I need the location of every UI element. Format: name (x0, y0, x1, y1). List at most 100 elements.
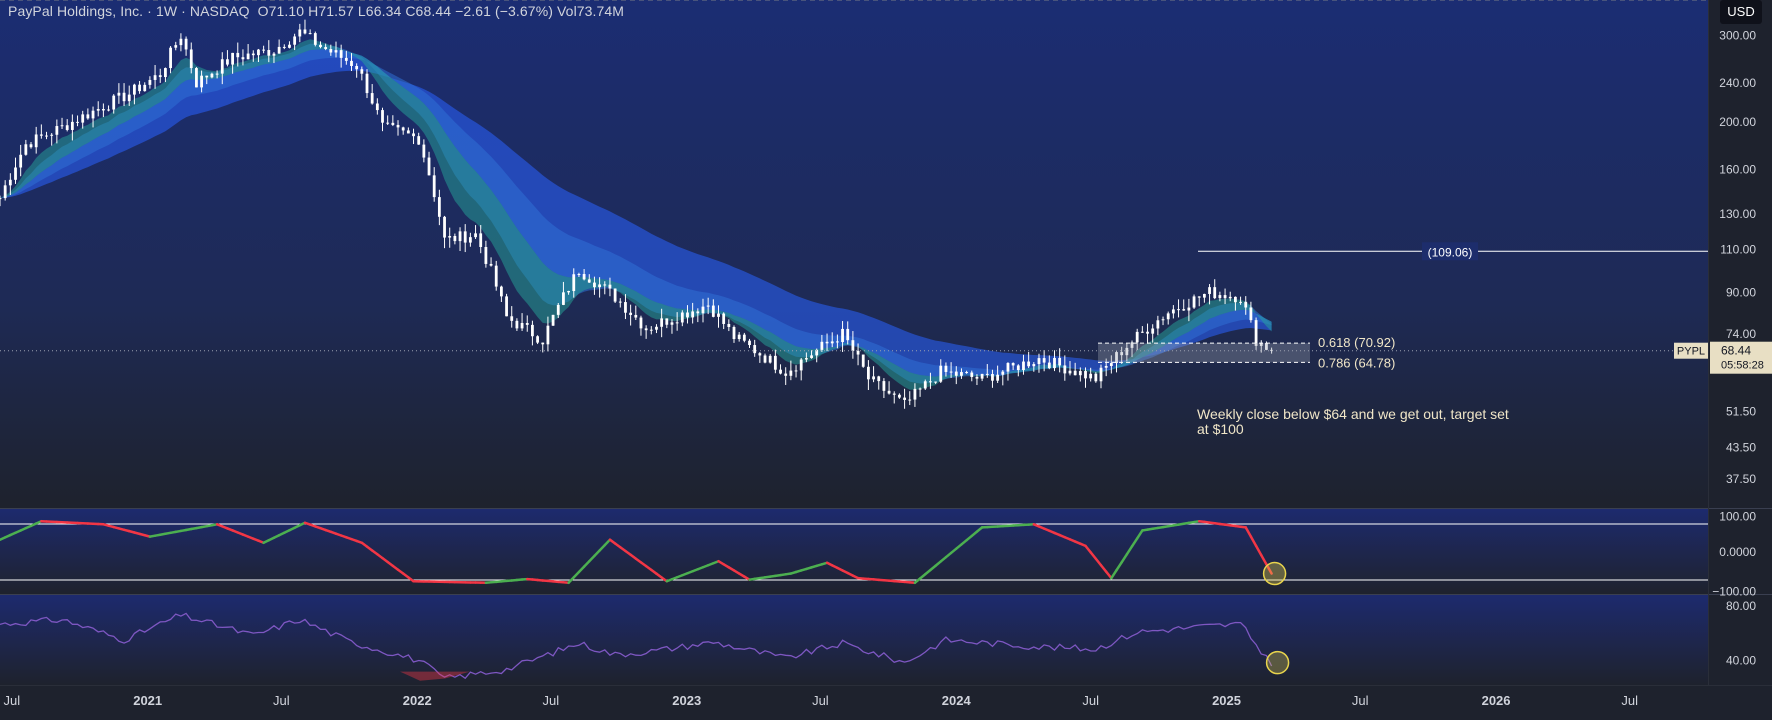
candle-body (799, 359, 803, 371)
candle-body (649, 329, 653, 331)
candle-body (1084, 371, 1087, 379)
candle-body (1259, 342, 1263, 346)
candle-body (288, 44, 291, 48)
time-axis-label: Jul (1082, 693, 1099, 708)
candle-body (453, 235, 457, 242)
candle-body (463, 231, 467, 243)
candle-body (334, 50, 338, 53)
candle-body (556, 304, 560, 315)
candle-body (422, 144, 426, 158)
candle-body (820, 341, 824, 350)
candle-body (112, 95, 116, 110)
time-axis: Jul 2021 Jul 2022 Jul 2023 Jul 2024 Jul 2025 Jul 20… (4, 693, 1639, 708)
symbol-legend[interactable]: PayPal Holdings, Inc. · 1W · NASDAQ O71.… (8, 3, 624, 19)
candle-body (1042, 358, 1046, 363)
candle-body (732, 326, 736, 340)
candle-body (510, 316, 514, 321)
osc-scale-label: 0.0000 (1719, 545, 1756, 559)
currency-button[interactable]: USD (1720, 0, 1762, 24)
fib-zone[interactable] (1098, 343, 1310, 363)
candle-body (117, 92, 121, 96)
oscillator-pane (0, 519, 1708, 586)
fib-786-label: 0.786 (64.78) (1318, 355, 1395, 370)
osc-highlight-circle[interactable] (1262, 561, 1287, 586)
note-text-line1[interactable]: Weekly close below $64 and we get out, t… (1197, 406, 1509, 422)
candle-body (1094, 373, 1098, 382)
candle-body (1234, 296, 1237, 303)
candle-body (386, 122, 390, 124)
candle-body (1213, 287, 1217, 299)
candle-body (861, 354, 865, 367)
candle-body (1135, 331, 1139, 343)
candle-body (96, 109, 100, 111)
rsi-line (0, 612, 1273, 680)
candle-body (412, 133, 415, 137)
candle-body (996, 374, 1000, 381)
candle-body (567, 291, 570, 293)
osc-segment (1115, 561, 1123, 572)
candle-body (55, 126, 59, 135)
candle-body (773, 355, 777, 370)
candle-body (81, 114, 85, 123)
candle-body (1037, 358, 1041, 365)
time-axis-bg[interactable] (0, 685, 1772, 720)
candle-body (1089, 373, 1093, 379)
candle-body (851, 340, 855, 351)
candle-body (241, 57, 245, 60)
candle-body (34, 134, 38, 148)
price-scale-label: 90.00 (1726, 285, 1756, 299)
candle-body (148, 79, 152, 85)
candle-body (1208, 287, 1211, 294)
candle-body (313, 33, 317, 45)
candle-body (748, 340, 751, 346)
candle-body (1156, 320, 1160, 329)
candle-body (753, 345, 757, 354)
candle-body (1022, 361, 1025, 371)
candle-body (846, 328, 850, 341)
candle-body (856, 350, 860, 355)
candle-body (107, 109, 110, 111)
candle-body (1228, 296, 1232, 299)
rsi-highlight-circle[interactable] (1265, 650, 1290, 675)
candle-body (39, 134, 43, 136)
price-scale-label: 300.00 (1719, 28, 1756, 42)
candle-body (174, 45, 178, 48)
candle-body (303, 29, 307, 34)
current-price-badge[interactable] (1710, 341, 1772, 374)
price-scale-label: 43.50 (1726, 440, 1756, 454)
ticker-badge[interactable] (1674, 342, 1708, 359)
osc-scale-label: 100.00 (1719, 510, 1756, 524)
candle-body (505, 296, 508, 317)
osc-segment (1259, 553, 1268, 566)
candle-body (236, 52, 240, 58)
symbol-name[interactable]: PayPal Holdings, Inc. (8, 3, 144, 19)
price-scale-label: 200.00 (1719, 115, 1756, 129)
candle-body (474, 233, 477, 238)
candle-body (1078, 371, 1082, 376)
time-axis-label: Jul (273, 693, 290, 708)
candle-body (970, 372, 974, 377)
candle-body (1249, 307, 1253, 321)
candle-body (1197, 296, 1201, 298)
candle-body (200, 75, 203, 88)
note-text-line2[interactable]: at $100 (1197, 421, 1244, 437)
open-value: O71.10 (257, 3, 305, 19)
candle-body (350, 60, 353, 66)
candle-body (675, 322, 679, 324)
rsi-scale-label: 40.00 (1726, 653, 1756, 667)
candle-body (598, 284, 602, 288)
candle-body (231, 52, 235, 65)
candle-body (644, 328, 648, 331)
candle-body (985, 373, 989, 375)
candle-body (437, 197, 441, 217)
candle-body (396, 124, 400, 128)
interval[interactable]: 1W (155, 3, 178, 19)
fib-618-label: 0.618 (70.92) (1318, 335, 1395, 350)
candle-body (1104, 365, 1108, 368)
candle-body (918, 388, 922, 390)
candle-body (1270, 349, 1273, 351)
candle-body (789, 370, 793, 376)
candle-body (468, 237, 472, 243)
